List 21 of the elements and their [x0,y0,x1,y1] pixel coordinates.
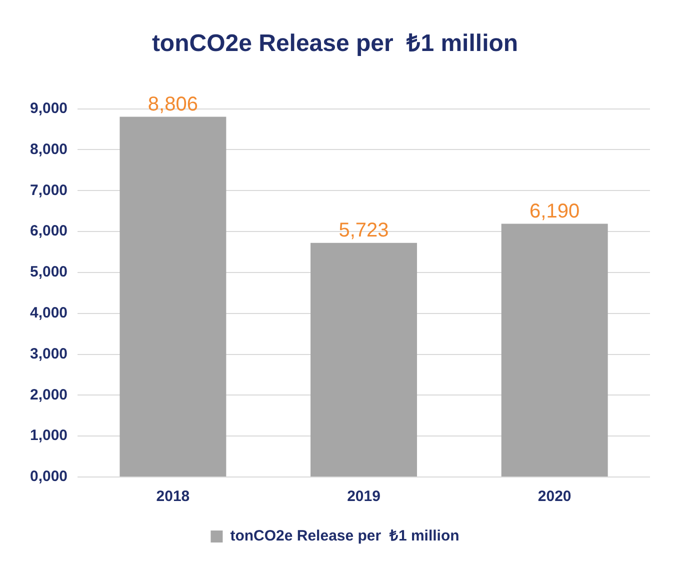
bar [501,224,608,476]
y-tick-label: 6,000 [30,222,68,240]
x-tick-label: 2019 [347,488,380,506]
y-tick-label: 8,000 [30,140,68,158]
x-tick-label: 2020 [538,488,572,506]
y-tick-label: 5,000 [30,264,68,281]
legend-label: tonCO2e Release per ₺1 million [230,528,460,545]
y-tick-label: 7,000 [30,182,68,199]
y-tick-label: 4,000 [30,304,68,322]
y-tick-label: 1,000 [30,427,68,444]
data-label: 5,723 [338,219,389,242]
data-label: 6,190 [530,200,580,222]
data-label: 8,806 [148,93,198,116]
y-tick-label: 2,000 [30,386,68,404]
bar [310,242,418,476]
y-tick-label: 9,000 [30,100,68,117]
x-tick-label: 2018 [156,488,190,506]
y-tick-label: 0,000 [30,468,68,486]
y-tick-label: 3,000 [30,345,68,362]
bar [120,116,226,476]
chart-title: tonCO2e Release per ₺1 million [152,30,518,58]
